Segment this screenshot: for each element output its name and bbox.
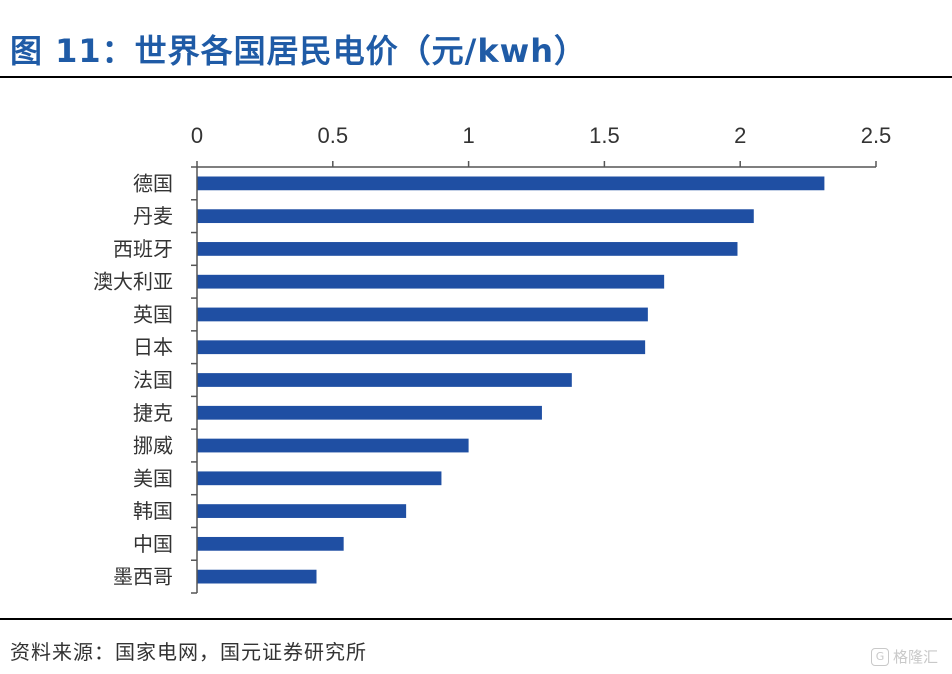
bar-chart: 0 0.5 1 1.5 2 2.5 德国丹麦西班牙澳大利亚英国日本法国捷克挪威美国韩国中国…	[93, 123, 891, 594]
category-label: 韩国	[133, 499, 173, 523]
category-label: 英国	[133, 302, 173, 326]
bar	[197, 373, 572, 387]
source-divider	[0, 618, 952, 620]
x-tick-label: 2.5	[861, 123, 892, 148]
bars	[197, 176, 825, 584]
category-label: 西班牙	[113, 237, 173, 261]
chart-title: 图 11：世界各国居民电价（元/kwh）	[10, 32, 587, 70]
bar	[197, 209, 754, 224]
x-tick-label: 2	[734, 123, 746, 148]
category-label: 丹麦	[133, 204, 173, 228]
bar	[197, 471, 442, 486]
bar	[197, 340, 646, 355]
bar	[197, 274, 665, 289]
watermark-logo-icon: G	[870, 647, 889, 666]
category-label: 德国	[133, 171, 173, 195]
category-label: 法国	[133, 368, 173, 392]
category-label: 中国	[133, 532, 173, 556]
category-label: 美国	[133, 466, 173, 490]
bar	[197, 536, 344, 551]
bar	[197, 569, 317, 584]
bar	[197, 176, 825, 191]
x-tick-label: 0	[191, 123, 203, 148]
x-tick-label: 1	[462, 123, 474, 148]
title-divider	[0, 76, 952, 78]
bar	[197, 438, 469, 453]
x-tick-label: 1.5	[589, 123, 620, 148]
category-label: 墨西哥	[113, 565, 173, 589]
category-label: 日本	[133, 335, 173, 359]
bar	[197, 242, 738, 256]
x-axis-ticks: 0 0.5 1 1.5 2 2.5	[191, 123, 891, 167]
bar	[197, 504, 407, 518]
source-note: 资料来源：国家电网，国元证券研究所	[10, 640, 367, 664]
category-label: 澳大利亚	[93, 270, 173, 294]
bar	[197, 307, 648, 322]
category-label: 捷克	[133, 401, 173, 425]
x-tick-label: 0.5	[318, 123, 349, 148]
axes	[191, 166, 876, 594]
watermark-text: 格隆汇	[892, 648, 938, 666]
watermark: G 格隆汇	[870, 646, 938, 667]
category-label: 挪威	[133, 434, 173, 458]
bar	[197, 405, 542, 420]
